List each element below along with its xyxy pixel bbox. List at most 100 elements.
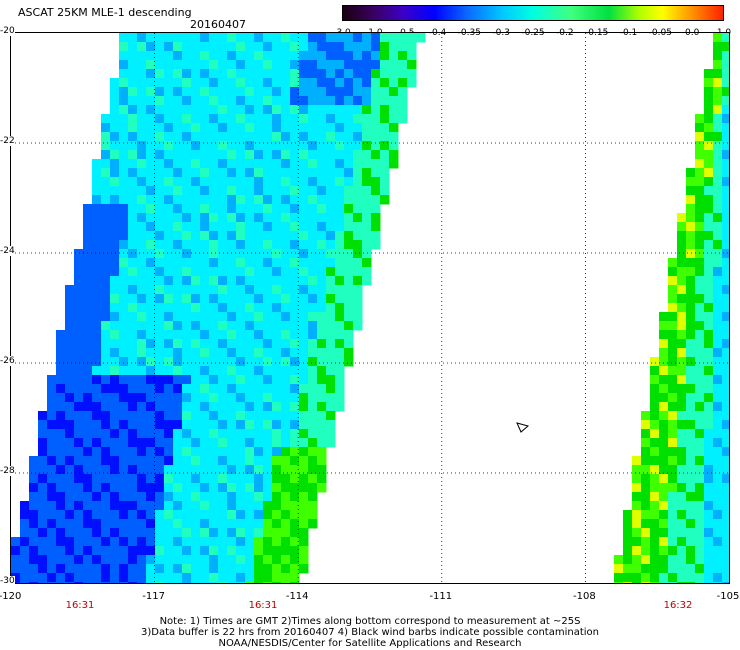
left-swath-cell xyxy=(281,60,291,70)
right-swath-cell xyxy=(695,492,705,502)
left-swath-cell xyxy=(92,240,102,250)
left-swath-cell xyxy=(245,177,255,187)
note-line-2: 3)Data buffer is 22 hrs from 20160407 4)… xyxy=(141,627,599,638)
left-swath-cell xyxy=(128,510,138,520)
left-swath-cell xyxy=(335,132,345,142)
left-swath-cell xyxy=(209,546,219,556)
left-swath-cell xyxy=(200,96,210,106)
left-swath-cell xyxy=(38,546,48,556)
left-swath-cell xyxy=(218,411,228,421)
right-swath-cell xyxy=(695,483,705,493)
left-swath-cell xyxy=(191,384,201,394)
left-swath-cell xyxy=(209,267,219,277)
left-swath-cell xyxy=(371,114,381,124)
left-swath-cell xyxy=(110,537,120,547)
left-swath-cell xyxy=(326,132,336,142)
left-swath-cell xyxy=(74,375,84,385)
right-swath-cell xyxy=(713,312,723,322)
left-swath-cell xyxy=(290,204,300,214)
left-swath-cell xyxy=(155,429,165,439)
left-swath-cell xyxy=(353,231,363,241)
left-swath-cell xyxy=(290,348,300,358)
right-swath-cell xyxy=(722,114,729,124)
left-swath-cell xyxy=(74,465,84,475)
left-swath-cell xyxy=(146,123,156,133)
left-swath-cell xyxy=(326,123,336,133)
left-swath-cell xyxy=(299,384,309,394)
left-swath-cell xyxy=(254,339,264,349)
left-swath-cell xyxy=(191,456,201,466)
right-swath-cell xyxy=(704,96,714,106)
left-swath-cell xyxy=(371,213,381,223)
left-swath-cell xyxy=(290,573,300,583)
left-swath-cell xyxy=(227,141,237,151)
right-swath-cell xyxy=(650,438,660,448)
right-swath-cell xyxy=(704,456,714,466)
left-swath-cell xyxy=(83,510,93,520)
right-swath-cell xyxy=(704,303,714,313)
left-swath-cell xyxy=(299,105,309,115)
right-swath-cell xyxy=(677,267,687,277)
left-swath-cell xyxy=(173,195,183,205)
right-swath-cell xyxy=(677,528,687,538)
left-swath-cell xyxy=(110,204,120,214)
left-swath-cell xyxy=(227,267,237,277)
left-swath-cell xyxy=(335,168,345,178)
right-swath-cell xyxy=(695,447,705,457)
left-swath-cell xyxy=(110,114,120,124)
right-swath-cell xyxy=(722,303,729,313)
left-swath-cell xyxy=(65,573,75,583)
left-swath-cell xyxy=(101,294,111,304)
right-swath-cell xyxy=(704,438,714,448)
left-swath-cell xyxy=(218,474,228,484)
left-swath-cell xyxy=(191,357,201,367)
left-swath-cell xyxy=(146,393,156,403)
left-swath-cell xyxy=(155,276,165,286)
right-swath-cell xyxy=(659,312,669,322)
left-swath-cell xyxy=(263,312,273,322)
lon-tick-label: -120 xyxy=(0,591,22,602)
left-swath-cell xyxy=(236,357,246,367)
right-swath-cell xyxy=(713,474,723,484)
left-swath-cell xyxy=(254,195,264,205)
right-swath-cell xyxy=(713,159,723,169)
left-swath-cell xyxy=(101,132,111,142)
left-swath-cell xyxy=(164,519,174,529)
left-swath-cell xyxy=(335,186,345,196)
left-swath-cell xyxy=(281,312,291,322)
left-swath-cell xyxy=(155,339,165,349)
left-swath-cell xyxy=(182,87,192,97)
left-swath-cell xyxy=(290,132,300,142)
left-swath-cell xyxy=(155,465,165,475)
left-swath-cell xyxy=(119,204,129,214)
right-swath-cell xyxy=(686,258,696,268)
left-swath-cell xyxy=(245,114,255,124)
left-swath-cell xyxy=(200,141,210,151)
left-swath-cell xyxy=(254,267,264,277)
left-swath-cell xyxy=(146,465,156,475)
left-swath-cell xyxy=(146,69,156,79)
left-swath-cell xyxy=(137,303,147,313)
right-swath-cell xyxy=(677,483,687,493)
left-swath-cell xyxy=(209,87,219,97)
right-swath-cell xyxy=(695,546,705,556)
left-swath-cell xyxy=(245,186,255,196)
left-swath-cell xyxy=(308,168,318,178)
left-swath-cell xyxy=(110,528,120,538)
left-swath-cell xyxy=(173,240,183,250)
left-swath-cell xyxy=(92,537,102,547)
left-swath-cell xyxy=(65,285,75,295)
right-swath-cell xyxy=(704,582,714,583)
left-swath-cell xyxy=(227,366,237,376)
right-swath-cell xyxy=(677,303,687,313)
left-swath-cell xyxy=(290,285,300,295)
left-swath-cell xyxy=(119,141,129,151)
left-swath-cell xyxy=(299,393,309,403)
left-swath-cell xyxy=(308,438,318,448)
left-swath-cell xyxy=(164,492,174,502)
left-swath-cell xyxy=(353,258,363,268)
left-swath-cell xyxy=(281,321,291,331)
right-swath-cell xyxy=(623,537,633,547)
left-swath-cell xyxy=(308,87,318,97)
left-swath-cell xyxy=(173,465,183,475)
